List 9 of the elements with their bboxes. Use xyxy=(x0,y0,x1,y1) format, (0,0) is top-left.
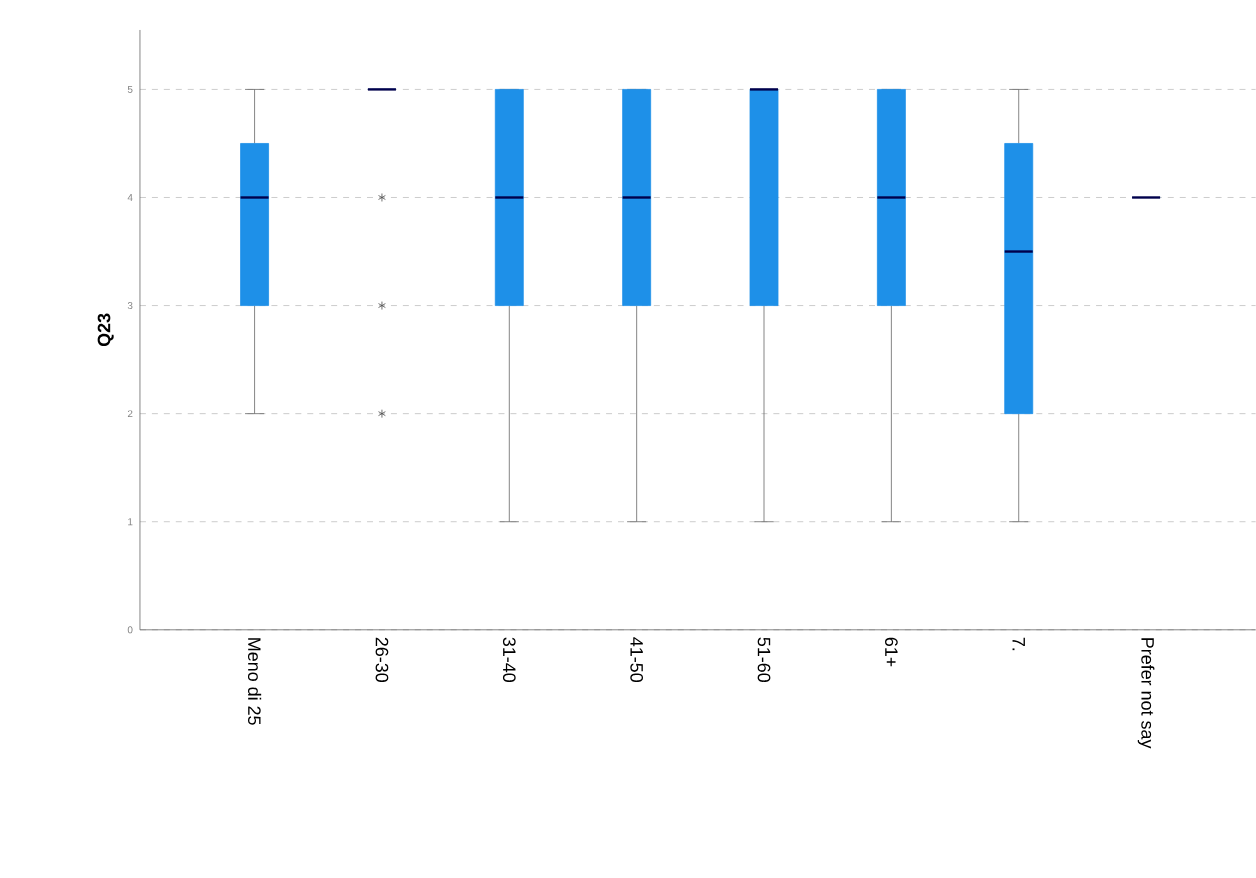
y-axis-title: Q23 xyxy=(97,313,114,347)
x-tick-label: 31-40 xyxy=(502,637,516,683)
x-tick-label: 51-60 xyxy=(757,637,771,683)
x-tick-label: 61+ xyxy=(885,637,898,667)
x-tick-label: 7. xyxy=(1012,637,1025,651)
x-tick-label: Meno di 25 xyxy=(247,638,262,725)
x-tick-label: Prefer not say xyxy=(1137,638,1155,749)
x-tick-label: 41-50 xyxy=(630,637,644,683)
x-tick-label: 26-30 xyxy=(375,637,389,683)
